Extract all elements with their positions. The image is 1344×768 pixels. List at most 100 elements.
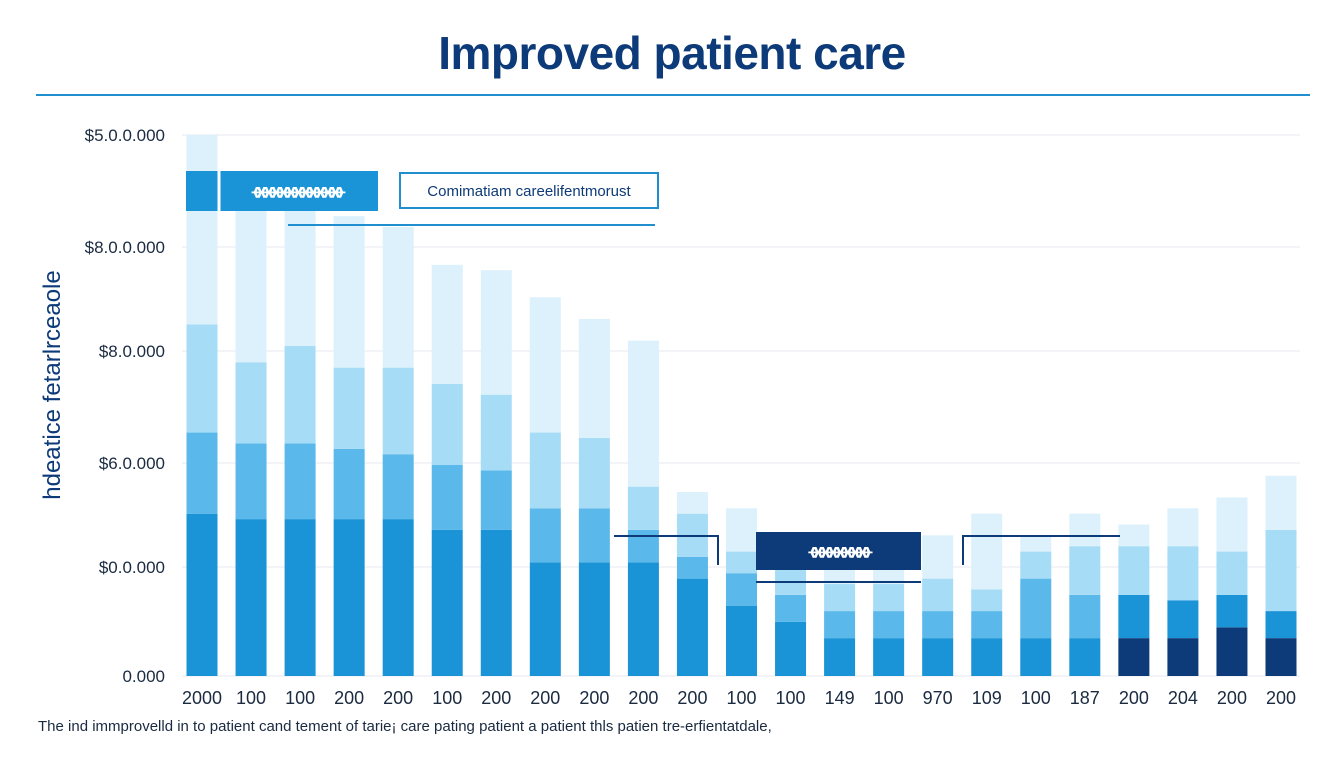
x-tick-label: 200 [579,688,609,708]
bar-segment-segment-3 [824,584,856,612]
bar-segment-segment-3 [186,324,218,433]
bar-segment-segment-2 [235,443,267,520]
bar-segment-segment-4 [1020,535,1052,552]
x-tick-label: 149 [825,688,855,708]
bar-segment-segment-2 [284,443,316,520]
bar-segment-segment-2 [186,432,218,514]
bar-segment-base [480,529,512,676]
bar-segment-segment-2 [1020,578,1052,639]
bar-segment-segment-4 [1216,497,1248,552]
bar-segment-segment-4 [627,340,659,487]
bar-segment-segment-4 [1069,513,1101,547]
bar-segment-segment-4 [529,297,561,433]
bar-segment-base [775,621,807,676]
chart-footnote: The ind immprovelld in to patient cand t… [38,718,772,735]
legend-box-label: Comimatiam careelifentmorust [427,183,631,200]
bar-segment-base [382,519,414,676]
bar-segment-segment-3 [1216,551,1248,595]
title-divider [36,94,1310,96]
bar-segment-segment-4 [971,513,1003,590]
bar-segment-segment-4 [235,199,267,363]
bar-segment-segment-2 [775,594,807,622]
x-tick-label: 2000 [182,688,222,708]
bar-segment-segment-3 [873,584,905,612]
bar-segment-segment-3 [235,362,267,444]
bar-segment-base [578,562,610,676]
bar-segment-segment-2 [578,508,610,563]
bar-segment-segment-4 [480,270,512,395]
bar-segment-base [971,638,1003,676]
x-tick-label: 100 [726,688,756,708]
x-tick-label: 200 [628,688,658,708]
bar-segment-segment-2 [726,573,757,606]
bar-segment-segment-3 [1020,551,1052,579]
y-tick-label: $0.0.000 [99,558,165,577]
x-tick-label: 187 [1070,688,1100,708]
legend-swatch [186,171,218,211]
bar-segment-base [676,578,708,676]
x-tick-label: 200 [1217,688,1247,708]
bars [186,135,1297,676]
bar-segment-segment-4 [431,264,463,384]
bar-segment-segment-2 [333,448,365,520]
y-tick-label: $5.0.0.000 [85,126,165,145]
x-tick-label: 200 [481,688,511,708]
bar-segment-base [922,638,954,676]
y-tick-label: $8.0.000 [99,342,165,361]
bar-segment-segment-4 [676,492,708,514]
legend-tag-mid-label: ᚖᚖᚖᚖᚖᚖᚖᚖ [807,545,873,560]
x-axis-ticks: 2000 100 100 200 200 100 200 200 200 200 200 100 100… [182,688,1296,708]
bar-segment-base [235,519,267,676]
bar-segment-segment-3 [529,432,561,509]
bar-segment-base [431,529,463,676]
bar-segment-segment-2 [971,611,1003,639]
bar-segment-segment-4 [873,567,905,585]
bar-segment-segment-4 [1265,475,1297,530]
bar-segment-base [824,638,856,676]
bar-segment-base [284,519,316,676]
bar-segment-segment-2 [431,465,463,530]
x-tick-label: 200 [1119,688,1149,708]
x-tick-label: 100 [432,688,462,708]
bar-segment-segment-2 [529,508,561,563]
y-tick-label: $6.0.000 [99,454,165,473]
bar-segment-base [726,605,757,676]
bar-segment-segment-3 [431,383,463,466]
x-tick-label: 200 [1266,688,1296,708]
bar-segment-segment-3 [333,367,365,449]
bar-segment-segment-2 [1118,594,1150,639]
bar-segment-segment-2 [824,611,856,639]
bar-segment-segment-2 [873,611,905,639]
bar-segment-segment-2 [1069,594,1101,639]
y-tick-label: 0.000 [122,667,165,686]
bar-segment-base [1069,638,1101,676]
x-tick-label: 200 [677,688,707,708]
bar-segment-base [1020,638,1052,676]
legend-tag-top-label: ᚖᚖᚖᚖᚖᚖᚖᚖᚖᚖᚖᚖ [251,185,346,200]
bar-segment-base [186,513,218,676]
bar-segment-segment-4 [1167,508,1199,547]
y-tick-label: $8.0.0.000 [85,238,165,257]
bar-segment-segment-4 [382,226,414,368]
bar-segment-segment-4 [333,216,365,368]
x-tick-label: 970 [923,688,953,708]
x-tick-label: 200 [530,688,560,708]
bar-segment-segment-3 [578,437,610,509]
bar-segment-segment-2 [382,454,414,520]
annotation-bracket-left [614,535,719,565]
bar-segment-segment-2 [676,556,708,579]
x-tick-label: 100 [776,688,806,708]
bar-segment-base [1167,638,1199,676]
bar-segment-segment-4 [578,318,610,438]
x-tick-label: 100 [874,688,904,708]
bar-segment-segment-3 [1167,546,1199,601]
bar-segment-segment-2 [1216,594,1248,628]
bar-segment-segment-3 [1069,546,1101,595]
y-axis-ticks: $5.0.0.000 $8.0.0.000 $8.0.000 $6.0.000 $0.0… [85,126,165,686]
x-tick-label: 109 [972,688,1002,708]
bar-segment-segment-4 [824,567,856,585]
bar-segment-segment-2 [1265,611,1297,639]
bar-segment-base [1118,638,1150,676]
bar-segment-segment-3 [971,589,1003,612]
bar-segment-segment-2 [1167,600,1199,639]
